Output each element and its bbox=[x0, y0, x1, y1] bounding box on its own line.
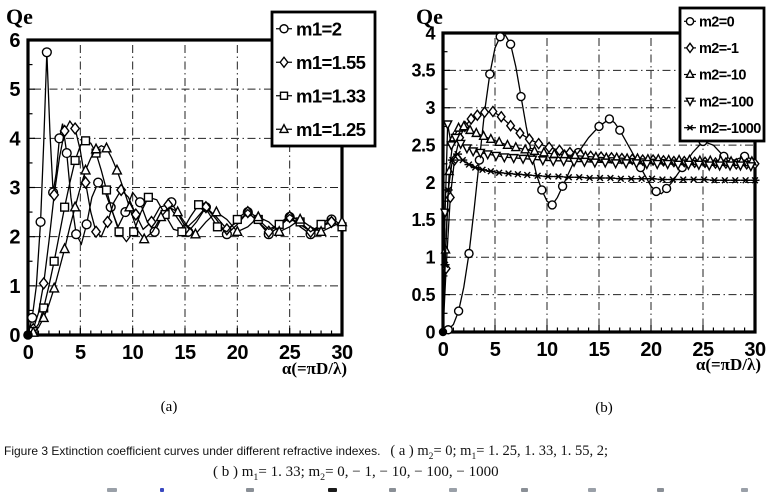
caption-b-prefix: ( b ) bbox=[213, 464, 242, 480]
plot-frame bbox=[441, 31, 757, 334]
cropped-text-fragment bbox=[449, 488, 457, 492]
svg-text:10: 10 bbox=[536, 339, 558, 361]
caption-part-a: ( a ) m2= 0; m1= 1. 25, 1. 33, 1. 55, 2; bbox=[390, 443, 609, 462]
x-tick-labels: 0 5 10 15 20 25 30 bbox=[438, 339, 767, 361]
y-tick-labels: 0 0.5 1 1.5 2 2.5 3 3.5 4 bbox=[411, 23, 436, 342]
cropped-text-fragment bbox=[588, 488, 596, 492]
chart-b: m2=0 m2=-1 m2=-10 m2=-100 m2=-1000 0 5 10 15 20 25… bbox=[390, 0, 779, 430]
x-tick-labels: 0 5 10 15 20 25 30 bbox=[23, 342, 354, 364]
series-m2=-1000 bbox=[440, 150, 760, 333]
subcaption-b: (b) bbox=[595, 400, 613, 416]
series-m2=0 bbox=[442, 32, 756, 335]
svg-text:1.5: 1.5 bbox=[411, 210, 435, 230]
svg-text:30: 30 bbox=[331, 342, 353, 364]
svg-text:1: 1 bbox=[425, 248, 435, 268]
caption-b-m1-base: m bbox=[241, 464, 254, 480]
svg-text:3: 3 bbox=[425, 98, 435, 118]
svg-text:4: 4 bbox=[425, 23, 435, 43]
chart-a: m1=2 m1=1.55 m1=1.33 m1=1.25 0 5 10 15 20 25 30 0 1 2… bbox=[0, 0, 395, 430]
x-axis-title: α(=πD/λ) bbox=[282, 359, 347, 378]
legend: m2=0 m2=-1 m2=-10 m2=-100 m2=-1000 bbox=[678, 6, 766, 143]
svg-text:5: 5 bbox=[75, 342, 86, 364]
origin-dot bbox=[23, 330, 33, 340]
svg-text:5: 5 bbox=[9, 79, 20, 101]
origin-dot bbox=[438, 327, 448, 337]
svg-text:20: 20 bbox=[227, 342, 249, 364]
caption-b-values: = 0, − 1, − 10, − 100, − 1000 bbox=[325, 464, 499, 480]
legend-entry: m2=-1000 bbox=[699, 121, 761, 137]
svg-text:0: 0 bbox=[9, 325, 20, 347]
cropped-text-fragment bbox=[389, 488, 396, 492]
svg-text:2.5: 2.5 bbox=[411, 135, 435, 155]
figure-caption-line-1: Figure 3 Extinction coefficient curves u… bbox=[4, 442, 608, 462]
svg-text:25: 25 bbox=[692, 339, 714, 361]
cropped-text-fragment bbox=[328, 488, 337, 492]
svg-text:25: 25 bbox=[279, 342, 301, 364]
legend-entry: m1=1.25 bbox=[296, 119, 366, 140]
plot-frame bbox=[26, 38, 344, 337]
caption-a-prefix: ( a ) bbox=[390, 443, 418, 459]
legend-entry: m1=1.55 bbox=[296, 52, 366, 73]
caption-b-mid: = 1. 33; m bbox=[258, 464, 321, 480]
svg-text:0: 0 bbox=[23, 342, 34, 364]
legend: m1=2 m1=1.55 m1=1.33 m1=1.25 bbox=[270, 10, 377, 148]
svg-text:0: 0 bbox=[438, 339, 449, 361]
x-axis-title: α(=πD/λ) bbox=[696, 355, 761, 374]
legend-entry: m1=2 bbox=[296, 18, 342, 39]
cropped-text-fragment bbox=[657, 488, 664, 492]
svg-text:10: 10 bbox=[122, 342, 144, 364]
svg-text:5: 5 bbox=[490, 339, 501, 361]
caption-b-m1-sub: 1 bbox=[253, 472, 259, 483]
svg-text:2: 2 bbox=[9, 227, 20, 249]
y-axis-title: Qe bbox=[416, 4, 443, 29]
y-axis-title: Qe bbox=[6, 4, 33, 29]
caption-main-text: Figure 3 Extinction coefficient curves u… bbox=[4, 444, 381, 458]
subcaption-a: (a) bbox=[160, 399, 178, 415]
svg-text:15: 15 bbox=[174, 342, 196, 364]
svg-text:0.5: 0.5 bbox=[411, 285, 435, 305]
svg-text:2: 2 bbox=[425, 173, 435, 193]
svg-text:4: 4 bbox=[9, 128, 21, 150]
caption-a-m1-sub: 1 bbox=[471, 450, 477, 462]
legend-entry: m1=1.33 bbox=[296, 85, 366, 106]
legend-entry: m2=-100 bbox=[699, 94, 754, 110]
legend-entry: m2=0 bbox=[699, 15, 735, 31]
svg-text:0: 0 bbox=[425, 322, 435, 342]
legend-entry: m2=-10 bbox=[699, 68, 746, 84]
cropped-text-fragment bbox=[741, 488, 748, 492]
caption-a-m2-sub: 2 bbox=[428, 450, 434, 462]
cropped-text-fragment bbox=[160, 488, 164, 492]
svg-text:15: 15 bbox=[588, 339, 610, 361]
caption-b-m2-sub: 2 bbox=[320, 472, 326, 483]
caption-a-mid: = 0; m bbox=[433, 443, 472, 459]
caption-a-m2-base: m bbox=[417, 443, 429, 459]
svg-text:3.5: 3.5 bbox=[411, 61, 435, 81]
figure-caption-line-2: ( b ) m1= 1. 33; m2= 0, − 1, − 10, − 100… bbox=[213, 464, 499, 483]
cropped-text-fragment bbox=[246, 488, 254, 492]
series-m1=1.25 bbox=[27, 141, 348, 337]
y-tick-labels: 0 1 2 3 4 5 6 bbox=[9, 30, 22, 347]
svg-text:20: 20 bbox=[640, 339, 662, 361]
cropped-text-fragment bbox=[107, 488, 117, 492]
svg-text:6: 6 bbox=[9, 30, 20, 52]
legend-entry: m2=-1 bbox=[699, 41, 739, 57]
svg-text:1: 1 bbox=[9, 276, 20, 298]
series-m2=-100 bbox=[439, 120, 756, 333]
svg-text:3: 3 bbox=[9, 178, 20, 200]
cropped-text-fragment bbox=[521, 488, 528, 492]
caption-a-values: = 1. 25, 1. 33, 1. 55, 2; bbox=[476, 443, 609, 459]
gridlines bbox=[28, 40, 342, 335]
svg-text:30: 30 bbox=[744, 339, 766, 361]
